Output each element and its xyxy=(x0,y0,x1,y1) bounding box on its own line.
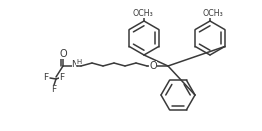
Text: F: F xyxy=(51,84,57,94)
Text: F: F xyxy=(59,73,64,83)
Text: OCH₃: OCH₃ xyxy=(133,9,153,18)
Text: O: O xyxy=(59,49,67,59)
Text: F: F xyxy=(43,73,48,83)
Text: N: N xyxy=(72,60,78,69)
Text: OCH₃: OCH₃ xyxy=(203,9,223,18)
Text: O: O xyxy=(149,61,157,71)
Text: H: H xyxy=(77,59,82,65)
